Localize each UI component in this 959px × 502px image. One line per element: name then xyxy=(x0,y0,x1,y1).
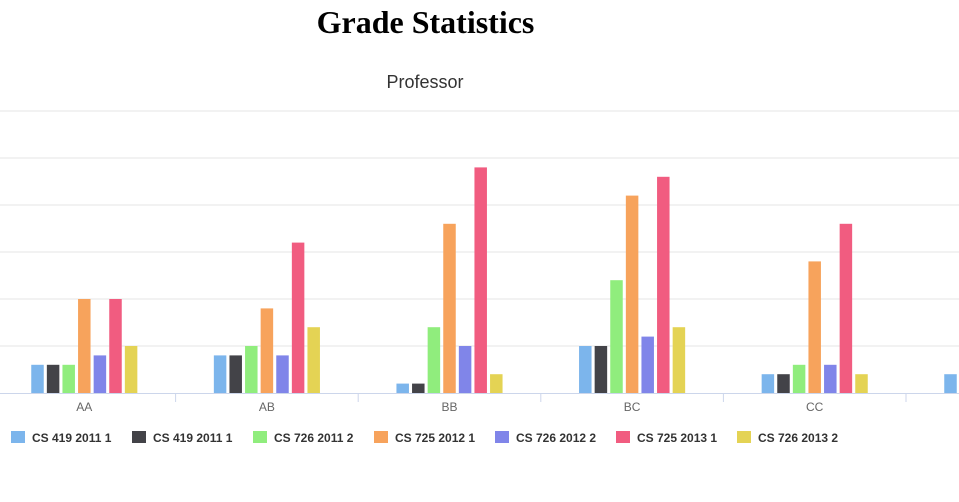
bar[interactable] xyxy=(31,364,44,393)
legend-swatch xyxy=(495,431,509,443)
legend-label: CS 726 2012 2 xyxy=(516,431,596,445)
bar[interactable] xyxy=(944,374,957,393)
bar[interactable] xyxy=(427,327,441,393)
legend-label: CS 726 2013 2 xyxy=(758,431,838,445)
x-tick-label: AA xyxy=(76,400,92,414)
bar[interactable] xyxy=(641,336,654,393)
bar[interactable] xyxy=(291,242,305,393)
bar[interactable] xyxy=(855,374,868,393)
legend-item[interactable]: CS 726 2011 2 xyxy=(253,431,354,445)
legend-item[interactable]: CS 726 2012 2 xyxy=(495,431,596,445)
bar[interactable] xyxy=(625,195,639,393)
bar[interactable] xyxy=(443,223,456,393)
x-tick-label: CC xyxy=(806,400,824,414)
bar[interactable] xyxy=(93,355,107,393)
bar[interactable] xyxy=(474,167,487,393)
bar[interactable] xyxy=(839,223,853,393)
legend-label: CS 726 2011 2 xyxy=(274,431,354,445)
page-title: Grade Statistics xyxy=(316,4,535,40)
bar[interactable] xyxy=(245,346,258,393)
legend-swatch xyxy=(737,431,751,443)
x-tick-label: BC xyxy=(624,400,641,414)
legend-label: CS 725 2013 1 xyxy=(637,431,717,445)
legend-item[interactable]: CS 419 2011 1 xyxy=(11,431,112,445)
bar[interactable] xyxy=(657,176,670,393)
bar[interactable] xyxy=(824,364,837,393)
bar[interactable] xyxy=(808,261,821,393)
legend: CS 419 2011 1 CS 419 2011 1 CS 726 2011 2 C… xyxy=(11,431,838,445)
bar[interactable] xyxy=(213,355,227,393)
bar[interactable] xyxy=(307,327,320,393)
legend-label: CS 725 2012 1 xyxy=(395,431,475,445)
bar[interactable] xyxy=(78,299,91,393)
legend-swatch xyxy=(616,431,630,443)
bar[interactable] xyxy=(229,355,242,393)
bar[interactable] xyxy=(458,346,472,393)
legend-label: CS 419 2011 1 xyxy=(153,431,233,445)
bar[interactable] xyxy=(260,308,274,393)
legend-item[interactable]: CS 726 2013 2 xyxy=(737,431,838,445)
bar[interactable] xyxy=(579,346,592,393)
bar[interactable] xyxy=(124,346,138,393)
bar[interactable] xyxy=(62,364,75,393)
bar[interactable] xyxy=(594,346,608,393)
bar[interactable] xyxy=(396,383,409,393)
bar[interactable] xyxy=(777,374,790,393)
legend-item[interactable]: CS 725 2012 1 xyxy=(374,431,475,445)
legend-label: CS 419 2011 1 xyxy=(32,431,112,445)
bar[interactable] xyxy=(792,364,806,393)
legend-item[interactable]: CS 725 2013 1 xyxy=(616,431,717,445)
x-axis: AA AB BB BC CC xyxy=(0,393,959,414)
legend-swatch xyxy=(11,431,25,443)
bar[interactable] xyxy=(761,374,775,393)
x-tick-label: BB xyxy=(441,400,457,414)
x-tick-label: AB xyxy=(259,400,275,414)
bar[interactable] xyxy=(109,299,122,393)
bar[interactable] xyxy=(276,355,289,393)
bar[interactable] xyxy=(610,280,623,393)
bar[interactable] xyxy=(46,364,60,393)
legend-swatch xyxy=(374,431,388,443)
chart-title: Professor xyxy=(386,72,463,92)
legend-swatch xyxy=(132,431,146,443)
legend-item[interactable]: CS 419 2011 1 xyxy=(132,431,233,445)
bar[interactable] xyxy=(412,383,425,393)
bar[interactable] xyxy=(490,374,503,393)
bar-series xyxy=(31,167,957,393)
bar[interactable] xyxy=(672,327,686,393)
legend-swatch xyxy=(253,431,267,443)
